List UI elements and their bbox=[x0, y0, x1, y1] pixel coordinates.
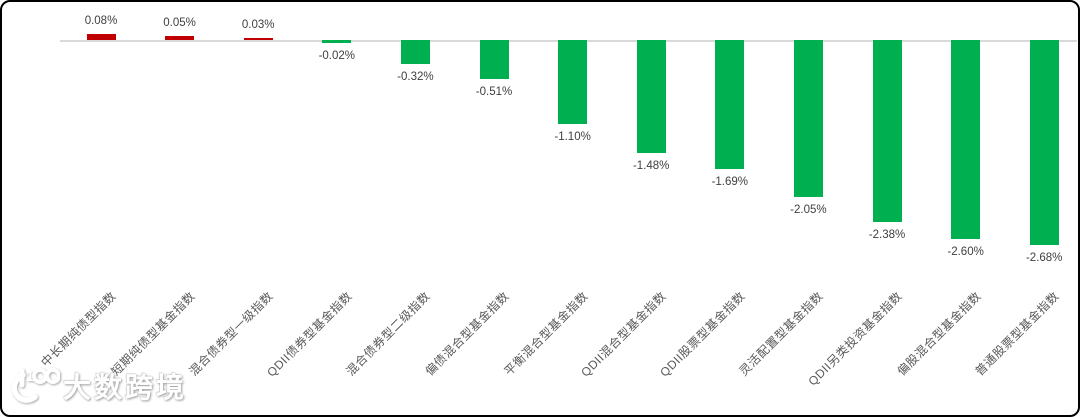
bar bbox=[479, 40, 509, 79]
bar bbox=[558, 40, 588, 125]
bar bbox=[165, 36, 195, 40]
category-label: 中长期纯债型指数 bbox=[38, 289, 119, 370]
value-label: 0.03% bbox=[241, 18, 275, 31]
bar bbox=[715, 40, 745, 170]
bar bbox=[322, 40, 352, 43]
bar bbox=[636, 40, 666, 154]
value-label: -2.68% bbox=[1025, 252, 1063, 265]
bar bbox=[1029, 40, 1059, 246]
value-label: -1.48% bbox=[632, 160, 670, 173]
bar bbox=[400, 40, 430, 65]
value-label: -2.05% bbox=[790, 203, 827, 216]
value-label: -0.02% bbox=[318, 49, 356, 62]
bar bbox=[951, 40, 981, 239]
bar bbox=[793, 40, 823, 197]
value-label: 0.08% bbox=[84, 14, 118, 27]
value-label: 0.05% bbox=[163, 17, 196, 30]
bar bbox=[872, 40, 902, 223]
value-label: -2.38% bbox=[868, 229, 906, 242]
value-label: -1.69% bbox=[711, 176, 749, 189]
value-label: -1.10% bbox=[554, 131, 591, 144]
value-label: -0.32% bbox=[397, 71, 434, 84]
value-label: -0.51% bbox=[475, 86, 513, 98]
value-label: -2.60% bbox=[947, 245, 984, 258]
bar bbox=[86, 33, 116, 40]
bar bbox=[243, 37, 273, 40]
